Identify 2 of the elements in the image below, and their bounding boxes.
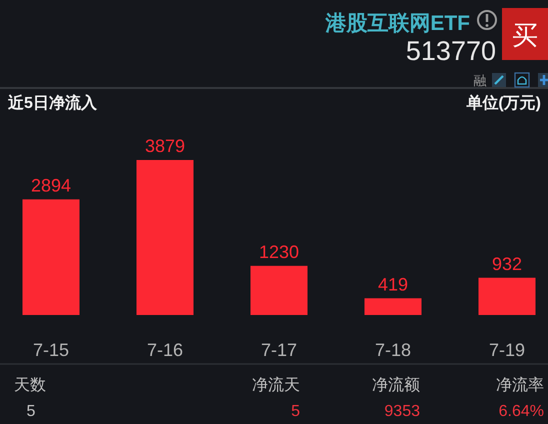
title: 近5日净流入 xyxy=(8,95,97,112)
ylabel: 单位(万元) xyxy=(466,95,541,112)
